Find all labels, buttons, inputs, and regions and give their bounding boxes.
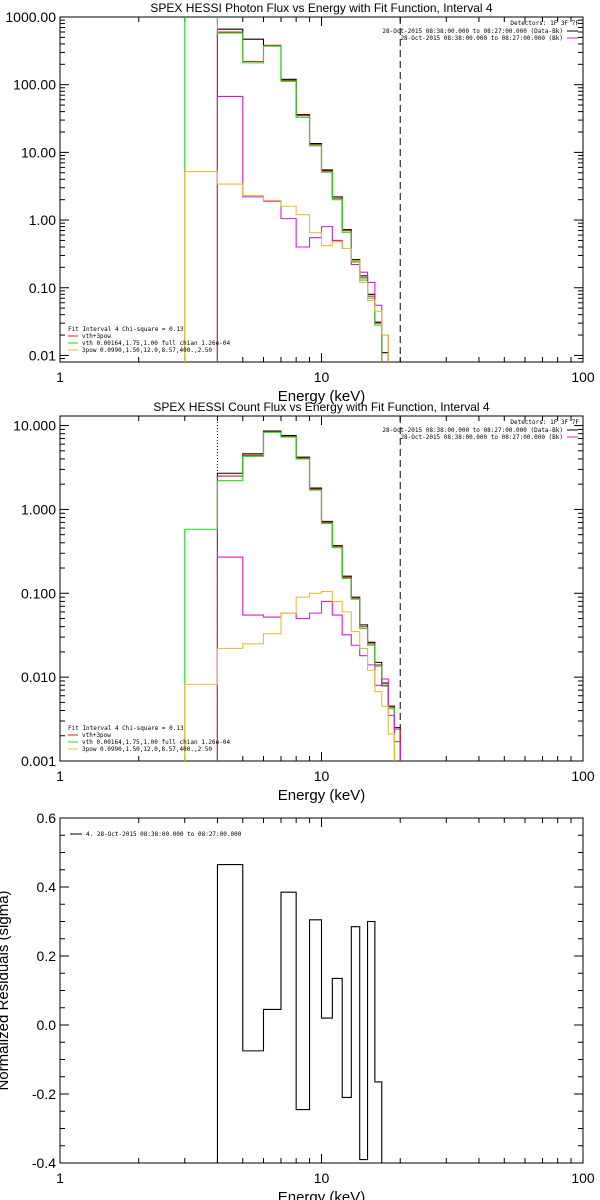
chart-panel-2: SPEX HESSI Count Flux vs Energy with Fit… xyxy=(13,400,595,804)
y-tick-label: 100.00 xyxy=(13,77,56,93)
x-tick-label: 100 xyxy=(571,1170,595,1186)
series-2-line xyxy=(216,31,383,362)
y-tick-label: 0.100 xyxy=(21,585,56,601)
x-axis-label: Energy (keV) xyxy=(278,787,366,804)
plot-frame xyxy=(59,415,584,762)
legend-entry-label: 28-Oct-2015 08:38:00.000 to 08:27:00.000… xyxy=(400,35,563,42)
legend-fit-header: Fit Interval 4 Chi-square = 0.13 xyxy=(68,725,184,732)
x-tick-label: 1 xyxy=(56,1170,64,1186)
legend-residual-label: 4. 28-Oct-2015 08:38:00.000 to 08:27:00.… xyxy=(86,831,242,838)
y-tick-label: 0.010 xyxy=(21,669,56,685)
chart-panel-1: SPEX HESSI Photon Flux vs Energy with Fi… xyxy=(5,1,595,405)
x-axis-label: Energy (keV) xyxy=(278,388,366,405)
y-tick-label: 0.0 xyxy=(37,1017,57,1033)
y-tick-label: -0.4 xyxy=(32,1155,56,1171)
series-3-line xyxy=(184,431,395,761)
legend-detectors: Detectors: 1F 3F 7F xyxy=(510,20,579,27)
series-group xyxy=(216,864,383,1163)
y-tick-label: 1000.00 xyxy=(5,9,56,25)
series-group xyxy=(184,17,389,362)
x-tick-label: 10 xyxy=(314,768,330,784)
y-tick-label: 0.2 xyxy=(37,948,57,964)
y-axis-label: Normalized Residuals (sigma) xyxy=(0,890,12,1090)
series-group xyxy=(184,430,401,761)
y-tick-label: 1.000 xyxy=(21,501,56,517)
y-tick-label: 0.10 xyxy=(29,280,56,296)
x-tick-label: 10 xyxy=(314,1170,330,1186)
x-axis-label: Energy (keV) xyxy=(278,1189,366,1200)
legend-fit-header: Fit Interval 4 Chi-square = 0.13 xyxy=(68,326,184,333)
legend-entry-label: 28-Oct-2015 08:38:00.000 to 08:27:00.000… xyxy=(400,434,563,441)
series-4-line xyxy=(216,556,401,761)
y-tick-label: 10.000 xyxy=(13,418,56,434)
series-3-line xyxy=(184,17,383,362)
y-tick-label: -0.2 xyxy=(32,1086,56,1102)
y-tick-label: 0.001 xyxy=(21,753,56,769)
series-4-line xyxy=(216,95,389,362)
series-1-line xyxy=(216,430,401,761)
legend-fit-label: vth 0.00164,1.75,1.00 full chian 1.26e-0… xyxy=(82,340,230,347)
legend-fit-label: 3pow 0.0990,1.50,12.0,8.57,400.,2.50 xyxy=(82,746,212,753)
series-1-line xyxy=(216,864,383,1163)
legend-detectors: Detectors: 1F 3F 7F xyxy=(510,419,579,426)
legend-entry-label: 28-Oct-2015 08:38:00.000 to 08:27:00.000… xyxy=(382,28,563,35)
series-5-line xyxy=(184,171,389,362)
y-tick-label: 0.01 xyxy=(29,347,56,363)
x-tick-label: 100 xyxy=(571,369,595,385)
legend-fit-label: vth+3pow xyxy=(82,732,111,739)
y-tick-label: 0.6 xyxy=(37,810,57,826)
y-tick-label: 1.00 xyxy=(29,212,56,228)
y-tick-label: 10.00 xyxy=(21,144,56,160)
x-tick-label: 10 xyxy=(314,369,330,385)
plot-frame xyxy=(59,16,584,363)
legend-fit-label: 3pow 0.0990,1.50,12.0,8.57,400.,2.50 xyxy=(82,347,212,354)
x-tick-label: 100 xyxy=(571,768,595,784)
chart-panel-3: 1 10 100 Energy (keV) -0.4 -0.2 0.0 0.2 0.4 0.6 No… xyxy=(0,810,595,1200)
y-tick-label: 0.4 xyxy=(37,879,57,895)
chart-title: SPEX HESSI Photon Flux vs Energy with Fi… xyxy=(150,1,492,15)
legend-fit-label: vth+3pow xyxy=(82,333,111,340)
chart-title: SPEX HESSI Count Flux vs Energy with Fit… xyxy=(153,400,489,414)
x-tick-label: 1 xyxy=(56,369,64,385)
series-5-line xyxy=(184,590,395,761)
x-tick-label: 1 xyxy=(56,768,64,784)
legend-fit-label: vth 0.00164,1.75,1.00 full chian 1.26e-0… xyxy=(82,739,230,746)
legend-entry-label: 28-Oct-2015 08:38:00.000 to 08:27:00.000… xyxy=(382,427,563,434)
